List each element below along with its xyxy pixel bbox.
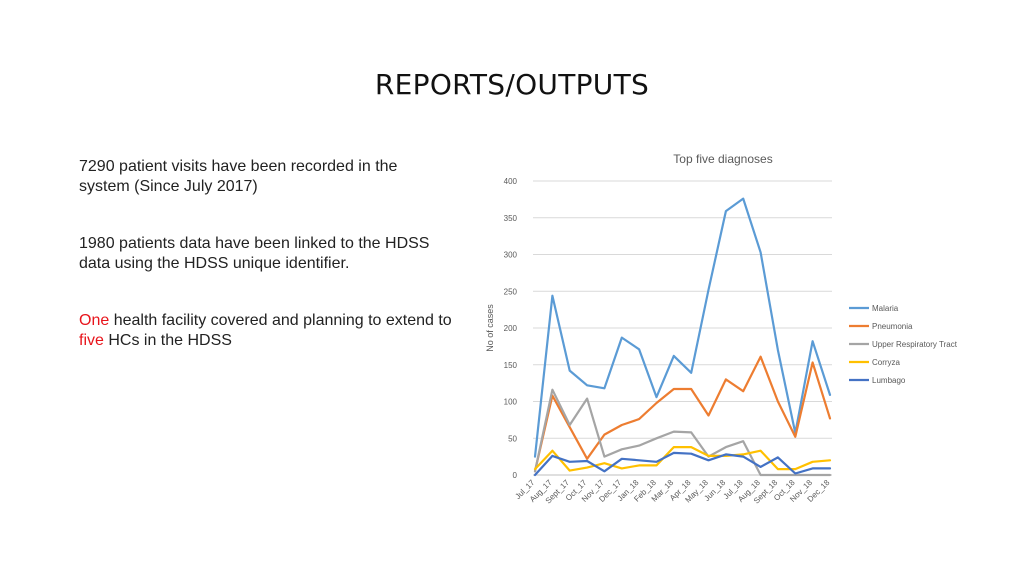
y-tick-label: 0 xyxy=(513,471,518,480)
series-line-corryza xyxy=(533,446,832,472)
y-tick-labels: 0 50 100 150 200 250 300 350 400 xyxy=(504,177,518,480)
series-line-pneumonia xyxy=(533,355,832,473)
series-line-upper-respiratory-tract xyxy=(533,388,832,477)
paragraph-text: health facility covered and planning to … xyxy=(109,312,452,329)
series-line-lumbago xyxy=(533,451,832,477)
series-lines xyxy=(533,197,832,477)
legend-label-malaria: Malaria xyxy=(872,304,899,313)
y-tick-label: 50 xyxy=(508,434,517,443)
chart-title: Top five diagnoses xyxy=(673,152,772,166)
y-tick-label: 350 xyxy=(504,214,518,223)
slide-title: REPORTS/OUTPUTS xyxy=(374,68,650,101)
paragraph-text: 7290 patient visits have been recorded i… xyxy=(79,158,398,195)
highlight-text: One xyxy=(79,312,110,329)
gridlines xyxy=(533,180,832,476)
x-tick-labels: Jul_17Aug_17Sept_17Oct_17Nov_17Dec_17Jan… xyxy=(513,478,831,506)
paragraph-text: HCs in the HDSS xyxy=(103,332,232,349)
y-tick-label: 400 xyxy=(504,177,518,186)
y-tick-label: 250 xyxy=(504,287,518,296)
series-line-malaria xyxy=(533,197,832,458)
y-tick-label: 200 xyxy=(504,324,518,333)
y-tick-label: 150 xyxy=(504,361,518,370)
paragraph-patient-visits: 7290 patient visits have been recorded i… xyxy=(79,157,449,197)
legend-label-pneumonia: Pneumonia xyxy=(872,322,913,331)
legend-label-lumbago: Lumbago xyxy=(872,376,906,385)
highlight-text: five xyxy=(79,332,104,349)
y-axis-label: No of cases xyxy=(485,304,495,352)
paragraph-health-facility: One health facility covered and planning… xyxy=(79,311,459,351)
legend-label-corryza: Corryza xyxy=(872,358,901,367)
legend-label-upper-respiratory-tract: Upper Respiratory Tract xyxy=(872,340,958,349)
y-tick-label: 100 xyxy=(504,398,518,407)
paragraph-text: 1980 patients data have been linked to t… xyxy=(79,235,430,272)
diagnoses-line-chart: Top five diagnoses No of cases 0 50 100 150… xyxy=(485,152,958,506)
y-tick-label: 300 xyxy=(504,251,518,260)
paragraph-linked-data: 1980 patients data have been linked to t… xyxy=(79,234,449,274)
legend: Malaria Pneumonia Upper Respiratory Tract C… xyxy=(849,304,958,385)
